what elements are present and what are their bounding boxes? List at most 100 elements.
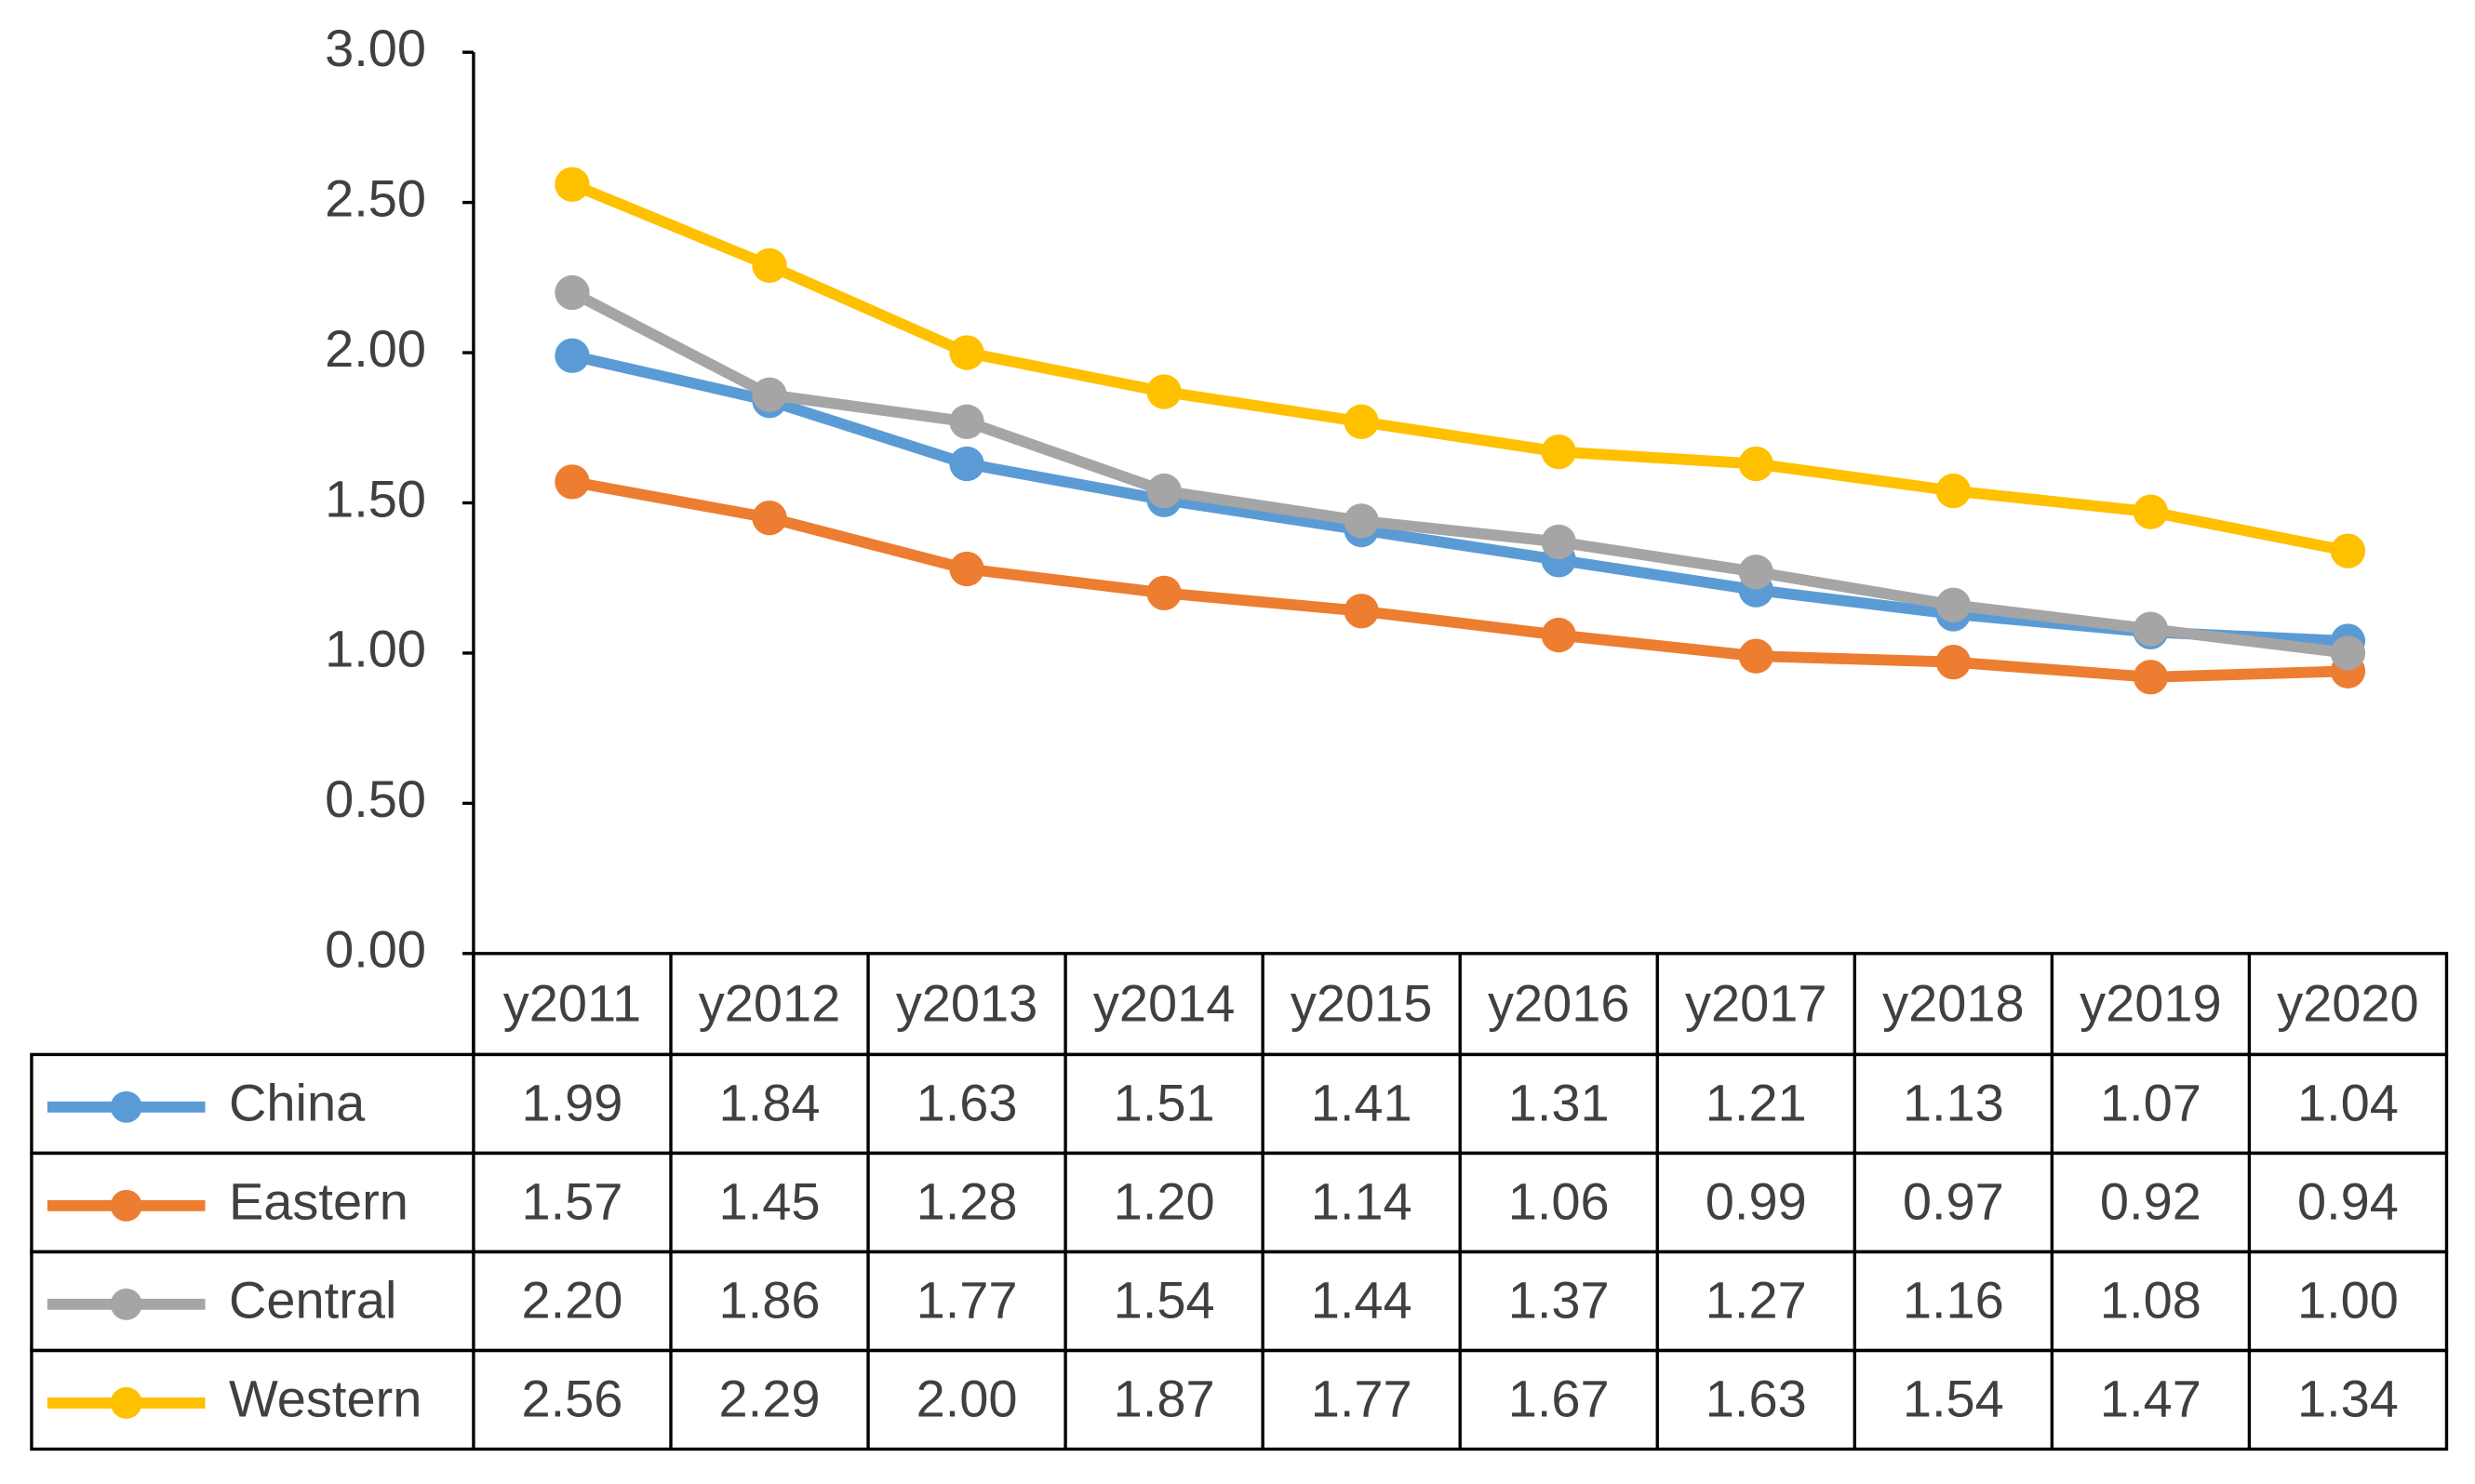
table-value: 1.13 <box>1903 1074 2004 1132</box>
table-value: 1.41 <box>1311 1074 1412 1132</box>
y-tick-label: 2.00 <box>325 319 426 378</box>
table-value: 1.67 <box>1508 1370 1610 1428</box>
x-tick-label: y2018 <box>1882 973 2025 1032</box>
table-value: 1.77 <box>916 1271 1018 1330</box>
data-point <box>1738 555 1773 590</box>
y-tick-label: 3.00 <box>325 19 426 77</box>
table-value: 1.63 <box>1706 1370 1807 1428</box>
data-point <box>2133 611 2169 647</box>
table-value: 1.44 <box>1311 1271 1412 1330</box>
y-tick-label: 1.50 <box>325 469 426 528</box>
data-point <box>555 338 590 373</box>
table-value: 1.45 <box>719 1172 821 1231</box>
y-tick-label: 0.00 <box>325 920 426 979</box>
series-line <box>569 179 2349 556</box>
table-value: 1.31 <box>1508 1074 1610 1132</box>
table-value: 2.20 <box>521 1271 622 1330</box>
data-point <box>1344 503 1379 539</box>
table-value: 1.99 <box>521 1074 622 1132</box>
table-value: 1.00 <box>2297 1271 2399 1330</box>
x-tick-label: y2020 <box>2277 973 2419 1032</box>
data-point <box>1935 644 1971 680</box>
data-point <box>949 335 984 370</box>
table-value: 1.28 <box>916 1172 1018 1231</box>
data-point <box>1146 374 1182 409</box>
table-value: 1.07 <box>2100 1074 2201 1132</box>
table-value: 1.37 <box>1508 1271 1610 1330</box>
x-tick-label: y2013 <box>896 973 1037 1032</box>
data-point <box>752 377 787 412</box>
table-value: 2.56 <box>521 1370 622 1428</box>
data-point <box>1541 524 1576 560</box>
table-value: 1.16 <box>1903 1271 2004 1330</box>
table-value: 2.29 <box>719 1370 821 1428</box>
data-point <box>1344 404 1379 439</box>
data-point <box>1146 575 1182 611</box>
table-value: 1.51 <box>1114 1074 1215 1132</box>
table-value: 1.04 <box>2297 1074 2399 1132</box>
table-value: 1.63 <box>916 1074 1018 1132</box>
data-point <box>555 464 590 500</box>
legend-marker <box>110 1288 142 1320</box>
x-tick-label: y2011 <box>503 973 641 1032</box>
data-point <box>1935 473 1971 509</box>
data-point <box>555 274 590 311</box>
table-value: 1.87 <box>1114 1370 1215 1428</box>
y-tick-label: 0.50 <box>325 769 426 828</box>
legend-label: Western <box>229 1370 421 1428</box>
data-point <box>752 500 787 536</box>
table-value: 1.54 <box>1903 1370 2004 1428</box>
y-tick-label: 1.00 <box>325 620 426 678</box>
table-value: 1.06 <box>1508 1172 1610 1231</box>
y-tick-label: 2.50 <box>325 168 426 227</box>
table-value: 0.94 <box>2297 1172 2399 1231</box>
table-value: 1.20 <box>1114 1172 1215 1231</box>
table-value: 1.21 <box>1706 1074 1807 1132</box>
data-point <box>949 404 984 439</box>
data-point <box>1146 473 1182 509</box>
legend-marker <box>110 1090 142 1123</box>
data-point <box>2133 660 2169 695</box>
data-point <box>949 551 984 587</box>
data-point <box>1344 594 1379 629</box>
table-value: 0.97 <box>1903 1172 2004 1231</box>
legend-label: China <box>229 1074 366 1132</box>
data-point <box>1738 446 1773 482</box>
x-tick-label: y2016 <box>1488 973 1630 1032</box>
data-point <box>2330 635 2366 671</box>
legend-marker <box>110 1189 142 1222</box>
legend-label: Central <box>229 1271 396 1330</box>
table-row-border <box>30 1052 2449 1156</box>
table-value: 0.99 <box>1706 1172 1807 1231</box>
table-value: 1.14 <box>1311 1172 1412 1231</box>
x-tick-label: y2019 <box>2080 973 2222 1032</box>
table-value: 1.54 <box>1114 1271 1215 1330</box>
data-point <box>555 167 590 202</box>
table-value: 1.47 <box>2100 1370 2201 1428</box>
data-point <box>1541 434 1576 470</box>
x-tick-label: y2015 <box>1291 973 1433 1032</box>
table-value: 1.57 <box>521 1172 622 1231</box>
table-value: 1.77 <box>1311 1370 1412 1428</box>
data-point <box>1738 638 1773 674</box>
table-row-border <box>30 1348 2449 1451</box>
table-value: 2.00 <box>916 1370 1018 1428</box>
series-line <box>570 350 2348 647</box>
table-value: 1.84 <box>719 1074 821 1132</box>
data-point <box>1935 587 1971 622</box>
series-line <box>570 476 2348 683</box>
legend-marker <box>110 1386 142 1419</box>
data-point <box>949 446 984 482</box>
x-tick-label: y2014 <box>1093 973 1236 1032</box>
data-point <box>2330 533 2366 568</box>
data-point <box>2133 494 2169 529</box>
table-value: 0.92 <box>2100 1172 2201 1231</box>
x-tick-label: y2012 <box>699 973 841 1032</box>
table-value: 1.34 <box>2297 1370 2399 1428</box>
series-line <box>569 287 2349 659</box>
x-tick-label: y2017 <box>1685 973 1827 1032</box>
table-value: 1.27 <box>1706 1271 1807 1330</box>
data-point <box>1541 617 1576 653</box>
